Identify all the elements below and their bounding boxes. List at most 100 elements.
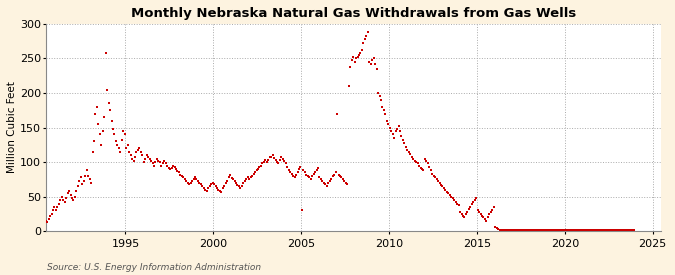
Point xyxy=(331,111,342,116)
Point xyxy=(543,228,554,233)
Point xyxy=(36,221,47,225)
Point xyxy=(97,129,108,133)
Point xyxy=(298,168,308,173)
Point xyxy=(439,186,450,191)
Point xyxy=(443,191,454,195)
Point xyxy=(144,156,155,161)
Y-axis label: Million Cubic Feet: Million Cubic Feet xyxy=(7,82,17,174)
Point xyxy=(136,150,146,154)
Point xyxy=(77,182,88,186)
Point xyxy=(415,165,426,170)
Point xyxy=(86,181,97,185)
Point xyxy=(263,158,273,162)
Point xyxy=(84,177,95,182)
Point xyxy=(610,228,621,233)
Point xyxy=(143,154,154,159)
Point xyxy=(148,163,159,168)
Point xyxy=(335,174,346,178)
Point xyxy=(421,158,432,163)
Point xyxy=(572,228,583,233)
Point xyxy=(626,228,637,233)
Point xyxy=(408,156,418,161)
Point xyxy=(435,183,446,187)
Point xyxy=(360,37,371,41)
Point xyxy=(414,163,425,168)
Point xyxy=(491,226,502,231)
Point xyxy=(474,210,485,214)
Point xyxy=(291,172,302,177)
Point xyxy=(450,200,461,204)
Point xyxy=(171,167,182,171)
Point xyxy=(429,174,439,178)
Point xyxy=(286,172,297,176)
Point xyxy=(464,207,475,211)
Point xyxy=(597,228,608,233)
Point xyxy=(592,228,603,233)
Point xyxy=(622,228,632,233)
Point xyxy=(374,94,385,99)
Point xyxy=(45,214,55,218)
Point xyxy=(487,208,497,213)
Point xyxy=(465,205,476,209)
Point xyxy=(131,150,142,154)
Point xyxy=(338,177,348,182)
Point xyxy=(282,165,293,169)
Point xyxy=(95,132,105,137)
Point xyxy=(554,228,565,233)
Point xyxy=(173,170,184,175)
Point xyxy=(184,182,194,186)
Point xyxy=(369,56,379,60)
Point xyxy=(215,189,225,193)
Point xyxy=(192,178,203,183)
Point xyxy=(355,51,366,55)
Point xyxy=(493,227,504,231)
Point xyxy=(553,228,564,233)
Point xyxy=(541,228,552,233)
Point xyxy=(116,138,127,142)
Point xyxy=(308,172,319,176)
Point xyxy=(614,228,625,233)
Point xyxy=(508,228,518,233)
Point xyxy=(484,212,495,216)
Point xyxy=(51,208,61,213)
Point xyxy=(416,167,427,171)
Point xyxy=(313,165,323,170)
Point xyxy=(534,228,545,233)
Point xyxy=(311,168,322,173)
Point xyxy=(83,174,94,178)
Point xyxy=(161,161,171,166)
Point xyxy=(475,212,486,216)
Point xyxy=(583,228,594,233)
Point xyxy=(141,153,152,157)
Point xyxy=(326,177,337,181)
Point xyxy=(437,184,448,188)
Point xyxy=(564,228,575,233)
Point xyxy=(448,196,458,200)
Point xyxy=(92,104,103,109)
Point xyxy=(616,228,626,233)
Point xyxy=(101,51,111,55)
Point xyxy=(40,219,51,223)
Point xyxy=(440,188,451,192)
Point xyxy=(329,172,340,177)
Point xyxy=(210,184,221,188)
Point xyxy=(196,182,207,186)
Point xyxy=(377,104,388,109)
Point xyxy=(55,198,65,202)
Point xyxy=(238,181,249,185)
Point xyxy=(550,228,561,233)
Point xyxy=(381,119,392,123)
Point xyxy=(373,91,383,95)
Point xyxy=(185,181,196,185)
Point xyxy=(88,139,99,144)
Point xyxy=(62,191,73,195)
Point xyxy=(406,154,417,159)
Point xyxy=(433,179,443,184)
Point xyxy=(460,212,471,216)
Point xyxy=(513,228,524,233)
Point xyxy=(585,228,596,233)
Point xyxy=(516,228,527,233)
Point xyxy=(576,228,587,233)
Point xyxy=(271,160,282,164)
Point xyxy=(518,228,529,233)
